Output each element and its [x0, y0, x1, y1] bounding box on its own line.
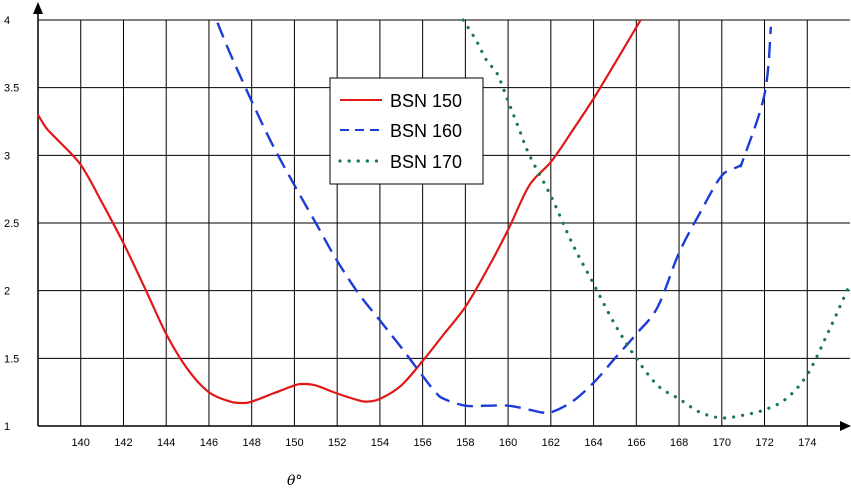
y-tick-labels: 1 1.5 2 2.5 3 3.5 4 — [4, 15, 19, 433]
legend-label-bsn170: BSN 170 — [390, 152, 462, 172]
x-tick-label: 148 — [243, 437, 261, 449]
y-tick-label: 1 — [4, 421, 10, 433]
x-tick-label: 160 — [499, 437, 517, 449]
x-axis-label: θ° — [287, 473, 302, 489]
y-tick-label: 4 — [4, 15, 10, 27]
legend-label-bsn160: BSN 160 — [390, 121, 462, 141]
x-tick-label: 158 — [456, 437, 474, 449]
y-tick-label: 3 — [4, 150, 10, 162]
series-line-bsn-150 — [37, 19, 642, 405]
y-tick-label: 2 — [4, 286, 10, 298]
series-lines — [37, 18, 851, 420]
legend-label-bsn150: BSN 150 — [390, 91, 462, 111]
x-tick-label: 144 — [157, 437, 175, 449]
x-tick-labels: 140 142 144 146 148 150 152 154 156 158 160 162 164 1… — [72, 437, 817, 449]
x-tick-label: 154 — [371, 437, 389, 449]
x-tick-label: 150 — [285, 437, 303, 449]
x-tick-label: 166 — [627, 437, 645, 449]
x-tick-label: 142 — [114, 437, 132, 449]
y-tick-label: 2.5 — [4, 218, 19, 230]
x-tick-label: 164 — [584, 437, 602, 449]
x-tick-label: 170 — [713, 437, 731, 449]
x-tick-label: 152 — [328, 437, 346, 449]
x-tick-label: 146 — [200, 437, 218, 449]
x-tick-label: 172 — [755, 437, 773, 449]
axes — [33, 2, 851, 431]
x-tick-label: 162 — [542, 437, 560, 449]
x-tick-label: 156 — [413, 437, 431, 449]
y-tick-label: 3.5 — [4, 83, 19, 95]
y-tick-label: 1.5 — [4, 353, 19, 365]
x-tick-label: 174 — [798, 437, 816, 449]
legend: BSN 150 BSN 160 BSN 170 — [329, 77, 484, 185]
grid-lines — [38, 19, 850, 426]
x-tick-label: 168 — [670, 437, 688, 449]
y-axis-arrow-icon — [33, 2, 43, 14]
x-axis-arrow-icon — [840, 421, 851, 431]
x-tick-label: 140 — [72, 437, 90, 449]
series-line-bsn-160 — [216, 22, 773, 415]
